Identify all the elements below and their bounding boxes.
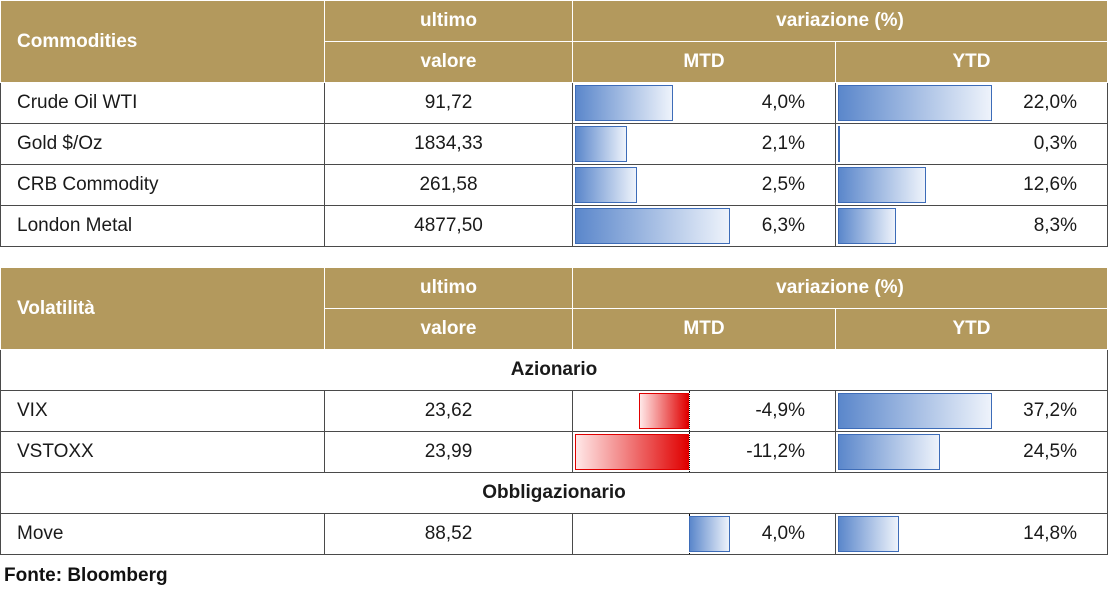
row-name: Gold $/Oz (0, 123, 325, 165)
mtd-header: MTD (572, 41, 836, 83)
row-value: 1834,33 (324, 123, 573, 165)
row-value: 88,52 (324, 513, 573, 555)
ytd-bar (838, 208, 897, 244)
row-value: 23,62 (324, 390, 573, 432)
mtd-label: 4,0% (761, 523, 805, 544)
mtd-cell: -11,2% (572, 431, 836, 473)
mtd-label: -11,2% (746, 441, 805, 462)
ytd-label: 0,3% (1033, 133, 1078, 154)
ytd-cell: 24,5% (834, 431, 1108, 473)
ytd-label: 12,6% (1023, 174, 1078, 195)
row-value: 23,99 (324, 431, 573, 473)
ytd-label: 22,0% (1023, 92, 1078, 113)
mtd-label: 4,0% (761, 92, 805, 113)
ytd-label: 24,5% (1023, 441, 1078, 462)
row-name: VSTOXX (0, 431, 325, 473)
volatility-header-name: Volatilità (0, 267, 325, 350)
change-header: variazione (%) (571, 0, 1108, 42)
mtd-bar (575, 85, 674, 121)
last-value-header-bottom: valore (324, 308, 573, 350)
last-value-header-top: ultimo (324, 0, 573, 42)
commodities-header-name: Commodities (0, 0, 325, 83)
ytd-header: YTD (834, 41, 1108, 83)
mtd-bar (574, 434, 689, 470)
ytd-bar (838, 126, 841, 162)
ytd-bar (838, 85, 992, 121)
ytd-cell: 14,8% (834, 513, 1108, 555)
mtd-label: 6,3% (761, 215, 805, 236)
ytd-label: 8,3% (1033, 215, 1078, 236)
row-value: 4877,50 (324, 205, 573, 247)
row-value: 91,72 (324, 82, 573, 124)
source-note: Fonte: Bloomberg (4, 565, 168, 586)
ytd-bar (838, 434, 940, 470)
row-name: London Metal (0, 205, 325, 247)
ytd-label: 37,2% (1023, 400, 1078, 421)
mtd-cell: -4,9% (572, 390, 836, 432)
section-row: Azionario (0, 349, 1108, 391)
mtd-cell: 4,0% (572, 513, 836, 555)
row-name: VIX (0, 390, 325, 432)
ytd-bar (838, 516, 900, 552)
ytd-cell: 22,0% (834, 82, 1108, 124)
table-row: London Metal 4877,50 6,3% 8,3% (0, 205, 1108, 247)
ytd-cell: 0,3% (834, 123, 1108, 165)
row-name: Move (0, 513, 325, 555)
mtd-header: MTD (572, 308, 836, 350)
mtd-label: 2,5% (761, 174, 805, 195)
table-row: Gold $/Oz 1834,33 2,1% 0,3% (0, 123, 1108, 165)
section-equity-label: Azionario (0, 349, 1108, 391)
ytd-label: 14,8% (1023, 523, 1078, 544)
ytd-cell: 12,6% (834, 164, 1108, 206)
mtd-bar (639, 393, 689, 429)
table-row: Crude Oil WTI 91,72 4,0% 22,0% (0, 82, 1108, 124)
mtd-cell: 4,0% (572, 82, 836, 124)
last-value-header-top: ultimo (324, 267, 573, 309)
volatility-table: Volatilità ultimo variazione (%) valore … (0, 267, 1108, 555)
section-bond-label: Obbligazionario (0, 472, 1108, 514)
row-name: CRB Commodity (0, 164, 325, 206)
table-row: VSTOXX 23,99 -11,2% 24,5% (0, 431, 1108, 473)
zero-axis (689, 432, 690, 472)
ytd-cell: 8,3% (834, 205, 1108, 247)
table-row: CRB Commodity 261,58 2,5% 12,6% (0, 164, 1108, 206)
section-row: Obbligazionario (0, 472, 1108, 514)
ytd-bar (838, 393, 993, 429)
ytd-cell: 37,2% (834, 390, 1108, 432)
mtd-label: 2,1% (761, 133, 805, 154)
mtd-bar (575, 126, 627, 162)
mtd-cell: 2,5% (572, 164, 836, 206)
mtd-bar (689, 516, 730, 552)
table-row: Move 88,52 4,0% 14,8% (0, 513, 1108, 555)
commodities-table: Commodities ultimo variazione (%) valore… (0, 0, 1108, 247)
row-value: 261,58 (324, 164, 573, 206)
change-header: variazione (%) (571, 267, 1108, 309)
mtd-label: -4,9% (755, 400, 805, 421)
mtd-bar (575, 208, 730, 244)
mtd-cell: 6,3% (572, 205, 836, 247)
last-value-header-bottom: valore (324, 41, 573, 83)
table-row: VIX 23,62 -4,9% 37,2% (0, 390, 1108, 432)
ytd-header: YTD (834, 308, 1108, 350)
mtd-bar (575, 167, 637, 203)
zero-axis (689, 391, 690, 431)
ytd-bar (838, 167, 927, 203)
mtd-cell: 2,1% (572, 123, 836, 165)
row-name: Crude Oil WTI (0, 82, 325, 124)
